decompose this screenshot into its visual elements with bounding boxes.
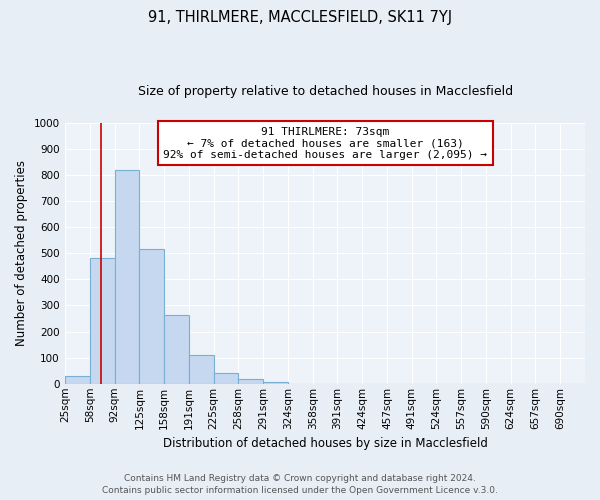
Bar xyxy=(189,355,214,384)
X-axis label: Distribution of detached houses by size in Macclesfield: Distribution of detached houses by size … xyxy=(163,437,488,450)
Text: Contains HM Land Registry data © Crown copyright and database right 2024.
Contai: Contains HM Land Registry data © Crown c… xyxy=(102,474,498,495)
Bar xyxy=(238,378,263,384)
Text: 91 THIRLMERE: 73sqm
← 7% of detached houses are smaller (163)
92% of semi-detach: 91 THIRLMERE: 73sqm ← 7% of detached hou… xyxy=(163,126,487,160)
Text: 91, THIRLMERE, MACCLESFIELD, SK11 7YJ: 91, THIRLMERE, MACCLESFIELD, SK11 7YJ xyxy=(148,10,452,25)
Title: Size of property relative to detached houses in Macclesfield: Size of property relative to detached ho… xyxy=(137,85,512,98)
Bar xyxy=(65,376,90,384)
Bar xyxy=(115,170,139,384)
Bar xyxy=(214,374,238,384)
Bar xyxy=(139,250,164,384)
Bar xyxy=(90,258,115,384)
Y-axis label: Number of detached properties: Number of detached properties xyxy=(15,160,28,346)
Bar xyxy=(263,382,288,384)
Bar xyxy=(164,314,189,384)
